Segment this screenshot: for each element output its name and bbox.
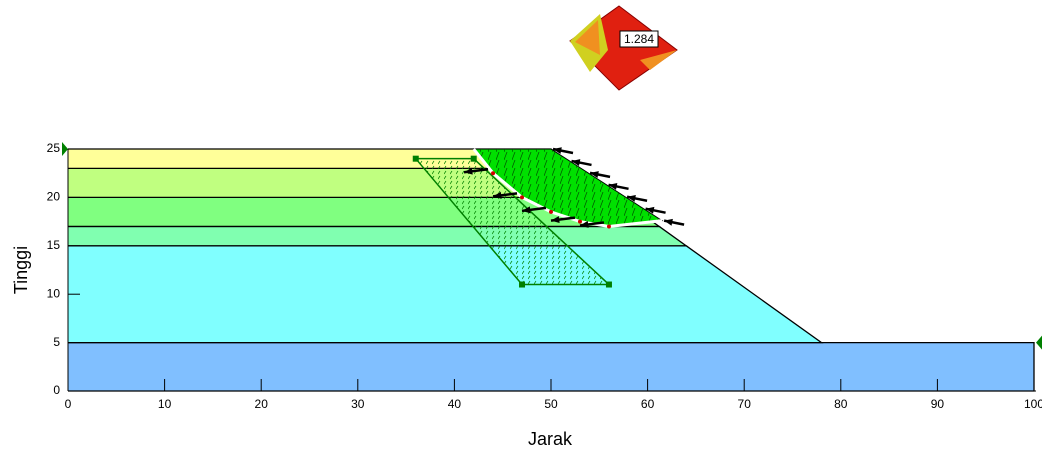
x-tick-label: 10 — [158, 397, 172, 411]
y-tick-label: 0 — [53, 383, 60, 397]
annotation: 1.284 — [624, 32, 654, 46]
inset-thumbnail: 1.284 — [570, 6, 677, 90]
plot-area: 0 10 20 30 40 50 60 70 80 90 100 0 5 10 15 20 25 — [47, 141, 1042, 411]
grid-corner — [519, 282, 525, 288]
chart: 0 10 20 30 40 50 60 70 80 90 100 0 5 10 15 20 25 1.284 J… — [0, 0, 1042, 450]
y-tick-label: 25 — [47, 141, 61, 155]
y-tick-label: 10 — [47, 286, 61, 300]
x-tick-label: 20 — [255, 397, 269, 411]
grid-corner — [413, 156, 419, 162]
slice-point — [549, 210, 553, 214]
x-tick-label: 70 — [738, 397, 752, 411]
x-tick-label: 90 — [931, 397, 945, 411]
slice-point — [578, 220, 582, 224]
soil-layer — [68, 226, 686, 245]
slice-point — [491, 171, 495, 175]
x-tick-label: 50 — [544, 397, 558, 411]
support-marker — [62, 142, 68, 156]
x-tick-label: 40 — [448, 397, 462, 411]
x-tick-label: 0 — [65, 397, 72, 411]
y-tick-label: 20 — [47, 190, 61, 204]
x-tick-label: 100 — [1024, 397, 1042, 411]
grid-corner — [471, 156, 477, 162]
soil-layer — [68, 246, 821, 343]
y-tick-label: 15 — [47, 238, 61, 252]
x-tick-label: 60 — [641, 397, 655, 411]
x-axis-label: Jarak — [528, 429, 573, 449]
x-tick-label: 80 — [834, 397, 848, 411]
y-axis-label: Tinggi — [11, 246, 31, 294]
grid-corner — [606, 282, 612, 288]
support-marker — [1036, 336, 1042, 350]
x-tick-label: 30 — [351, 397, 365, 411]
y-tick-label: 5 — [53, 335, 60, 349]
slice-point — [607, 224, 611, 228]
slice-point — [520, 195, 524, 199]
